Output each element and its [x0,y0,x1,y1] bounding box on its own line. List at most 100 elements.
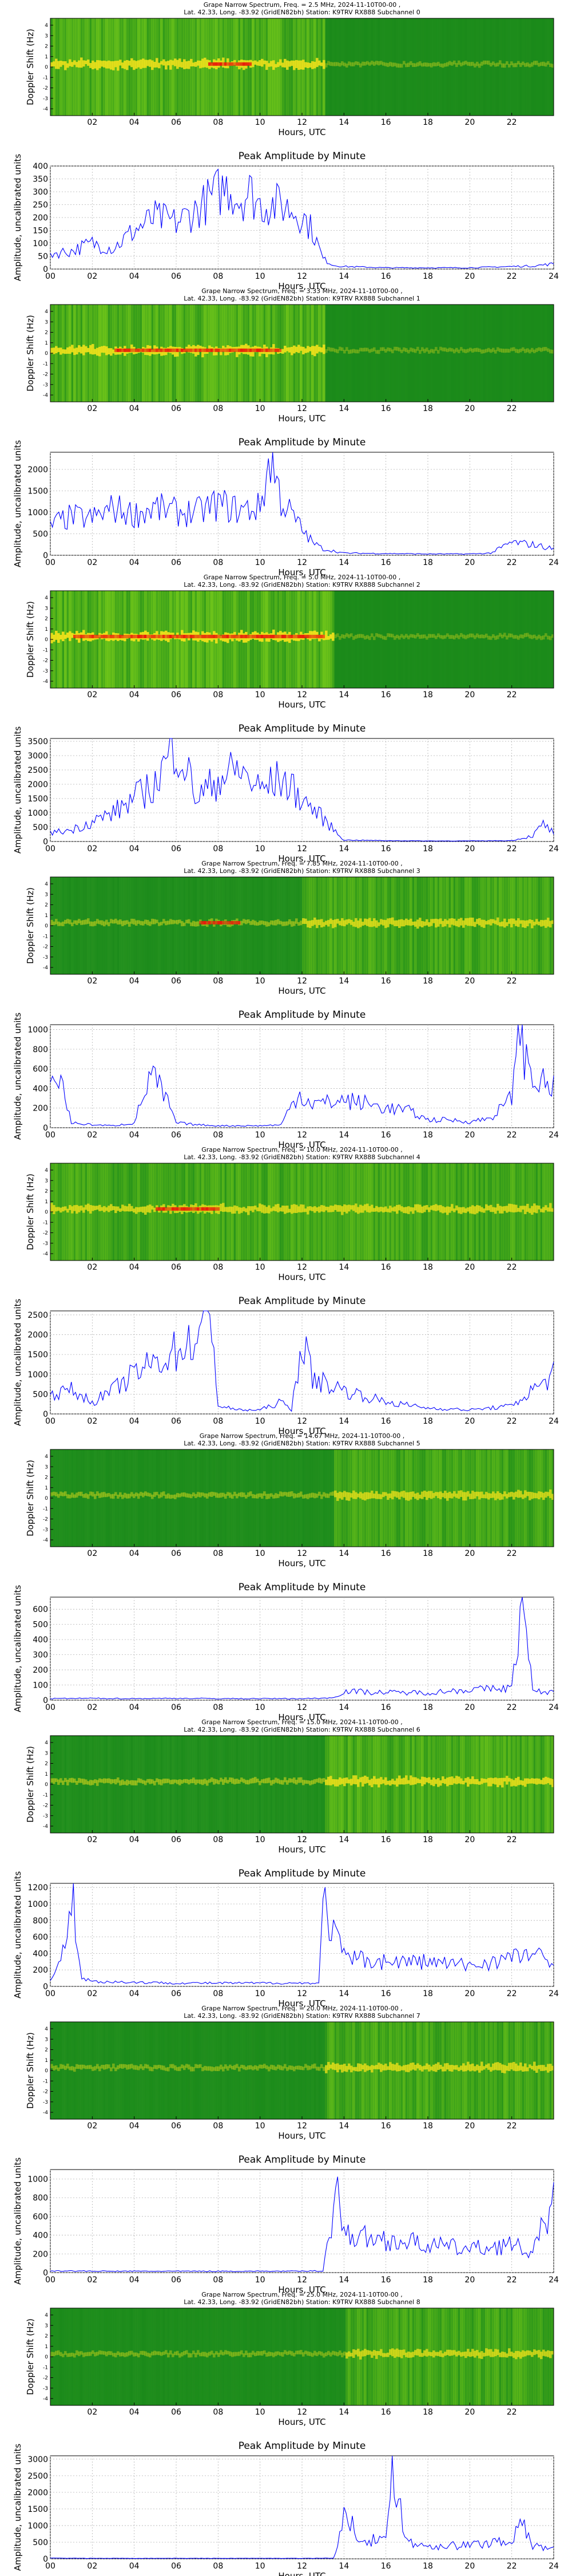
spectrum-carrier [547,1207,550,1212]
y-axis-label: Amplitude, uncalibrated units [13,1013,23,1140]
spectrum-streak [302,1736,305,1833]
spectrum-streak [304,591,307,688]
spectrum-streak [208,305,211,402]
spectrum-carrier [551,2350,554,2355]
spectrum-streak [455,305,458,402]
spectrum-carrier [112,349,115,354]
spectrum-carrier [348,1492,351,1501]
spectrum-carrier [137,60,140,68]
spectrum-carrier [199,2064,202,2068]
spectrum-carrier [469,1494,472,1499]
spectrum-hot-band [149,634,152,638]
spectrum-streak [117,1163,120,1261]
spectrum-carrier [172,1779,174,1784]
spectrum-streak [229,2022,232,2119]
spectrum-streak [167,18,170,116]
spectrum-carrier [538,634,541,639]
spectrum-carrier [153,1780,156,1785]
x-axis-label: Hours, UTC [278,1426,325,1436]
spectrum-carrier [391,349,394,354]
spectrum-streak [243,2308,245,2405]
spectrum-carrier [140,60,142,69]
spectrum-streak [387,18,390,116]
spectrum-streak [384,1449,387,1547]
spectrum-streak [142,1449,145,1547]
spectrum-streak [71,877,74,974]
spectrum-carrier [522,347,525,351]
spectrum-carrier [476,2064,479,2071]
spectrum-carrier [192,1777,195,1784]
spectrum-streak [128,1449,131,1547]
spectrum-carrier [455,1205,458,1211]
spectrum-carrier [533,634,536,638]
spectrum-carrier [142,1780,145,1784]
spectrum-carrier [371,1779,374,1788]
spectrum-carrier [371,1490,374,1499]
spectrum-carrier [396,346,399,351]
spectrum-streak [430,591,433,688]
spectrum-carrier [375,1206,378,1212]
spectrum-streak [439,18,442,116]
spectrum-streak [494,877,497,974]
x-tick-label: 08 [213,1703,223,1712]
spectrum-carrier [362,1776,364,1787]
spectrum-carrier [403,1491,406,1498]
spectrum-streak [469,1736,472,1833]
spectrum-carrier [531,1492,534,1499]
x-tick-label: 06 [171,977,181,986]
spectrum-carrier [444,1779,447,1784]
spectrum-carrier [275,64,277,68]
spectrum-carrier [501,921,504,927]
spectrum-streak [437,18,440,116]
spectrum-carrier [384,62,387,66]
spectrum-streak [400,18,403,116]
spectrum-carrier [480,634,483,638]
spectrum-streak [412,877,415,974]
spectrum-streak [533,1736,536,1833]
spectrum-streak [364,305,367,402]
spectrum-carrier [174,1779,177,1783]
spectrum-carrier [426,2063,428,2070]
spectrum-carrier [540,636,543,641]
spectrum-streak [508,18,511,116]
spectrum-streak [64,591,67,688]
spectrum-carrier [423,2350,426,2356]
x-axis-label: Hours, UTC [278,986,325,996]
spectrum-carrier [323,2353,325,2358]
spectrum-carrier [464,635,467,639]
spectrum-streak [144,2308,147,2405]
spectrum-streak [204,1736,206,1833]
spectrum-carrier [490,1777,492,1787]
spectrum-carrier [492,634,495,638]
spectrum-carrier [117,920,120,925]
spectrum-streak [249,2308,252,2405]
spectrum-streak [231,2022,234,2119]
spectrum-carrier [133,1494,136,1498]
spectrum-streak [85,1163,88,1261]
spectrum-carrier [295,1494,298,1498]
spectrum-carrier [499,2063,502,2071]
spectrum-streak [309,1736,312,1833]
spectrum-streak [444,591,447,688]
spectrum-carrier [460,2065,463,2071]
spectrum-streak [442,305,444,402]
spectrum-title: Grape Narrow Spectrum, Freq. = 2.5 MHz, … [204,1,401,9]
spectrum-streak [394,1163,396,1261]
spectrum-carrier [371,61,374,65]
spectrum-carrier [222,1203,225,1212]
spectrum-carrier [238,2067,241,2072]
spectrum-streak [396,2308,399,2405]
spectrum-streak [327,2022,330,2119]
spectrum-carrier [364,61,367,66]
spectrum-streak [295,877,298,974]
spectrum-carrier [277,1494,280,1498]
spectrum-hot-band [252,634,255,638]
spectrum-streak [332,2308,335,2405]
spectrum-carrier [416,1778,419,1783]
x-axis-label: Hours, UTC [278,281,325,291]
spectrum-streak [291,1736,293,1833]
spectrum-carrier [188,1494,190,1498]
spectrum-carrier [272,60,275,70]
spectrum-streak [112,1449,115,1547]
spectrum-carrier [421,2353,424,2357]
